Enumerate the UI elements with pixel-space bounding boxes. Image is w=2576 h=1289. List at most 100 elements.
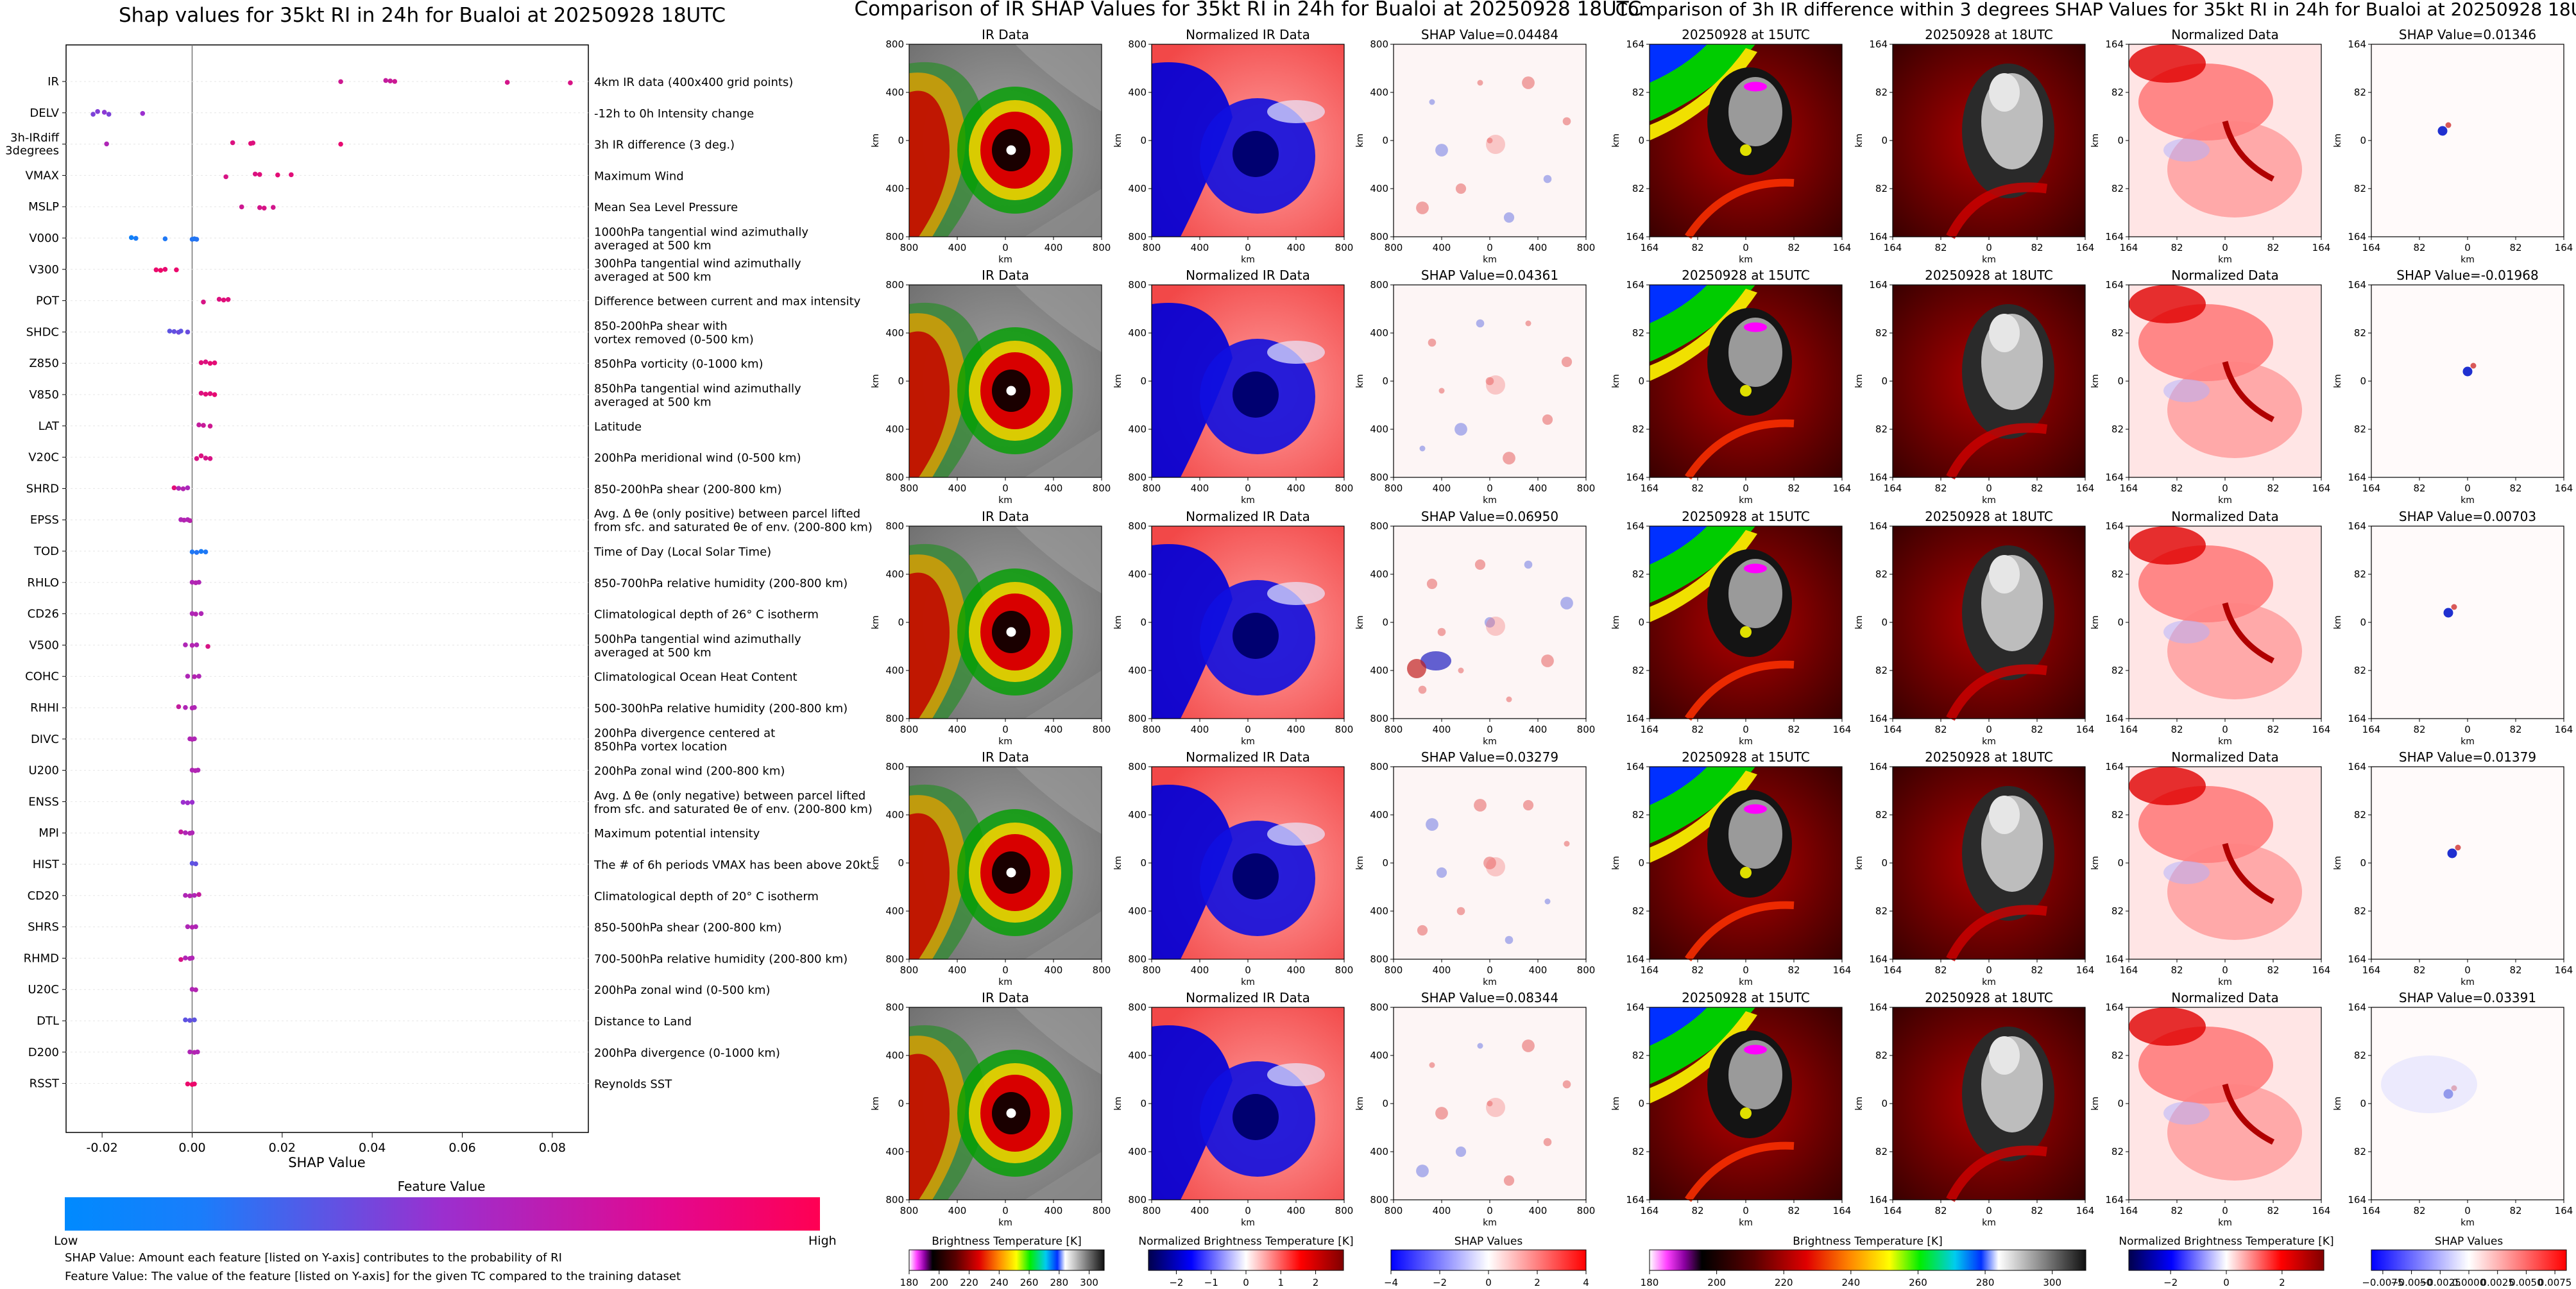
x-tick-label: 164 <box>2120 724 2138 735</box>
feature-description-label: 850hPa tangential wind azimuthally <box>594 382 801 396</box>
colorbar-tick-label: 200 <box>1707 1277 1726 1288</box>
y-tick-label: 0 <box>2360 1098 2366 1109</box>
x-tick-label: 0 <box>2222 242 2228 253</box>
x-tick-label: 82 <box>1934 724 1947 735</box>
y-tick-label: 400 <box>1128 183 1147 194</box>
ir-clear-region <box>1015 526 1102 593</box>
x-tick-label: 82 <box>1691 242 1703 253</box>
y-tick-label: 800 <box>1370 953 1388 965</box>
shap-blob <box>1407 659 1426 678</box>
x-tick-label: 164 <box>2120 964 2138 976</box>
x-axis-label: km <box>998 255 1012 265</box>
ir-clear-region <box>1015 285 1102 352</box>
y-tick-label: 800 <box>885 713 904 724</box>
shap-hotspot <box>2451 604 2457 610</box>
shap-point <box>257 172 262 177</box>
normalized-warm <box>2129 44 2206 83</box>
panel-title: Normalized IR Data <box>1186 509 1310 524</box>
shap-point <box>171 329 177 334</box>
shap-point <box>250 141 256 146</box>
x-axis-label: km <box>1982 737 1996 747</box>
panel-title: SHAP Value=0.00703 <box>2399 509 2536 524</box>
shap-point <box>192 674 197 679</box>
shap-point <box>183 642 188 647</box>
shap-point <box>185 924 191 930</box>
colorbar-tick-label: −0.0075 <box>2362 1277 2403 1288</box>
shap-point <box>212 360 218 366</box>
map-panel: SHAP Value=0.013461641648282008282164164… <box>2333 27 2573 265</box>
y-tick-label: 400 <box>1370 809 1388 821</box>
shap-map-background <box>1394 44 1586 237</box>
feature-code-label: MPI <box>38 826 59 840</box>
shap-blob <box>1458 667 1464 674</box>
x-tick-label: 164 <box>2555 482 2573 494</box>
shap-point <box>187 518 192 524</box>
shap-blob <box>1417 925 1428 936</box>
bt-warm-region <box>1650 285 1707 323</box>
shap-blob <box>1426 818 1438 831</box>
y-tick-label: 400 <box>1128 327 1147 339</box>
y-tick-label: 164 <box>2348 953 2366 965</box>
y-tick-label: 82 <box>1875 1050 1888 1061</box>
shap-point <box>162 236 168 242</box>
x-tick-label: 82 <box>1691 724 1703 735</box>
shap-blob <box>1485 377 1494 386</box>
bt-cold-cloud <box>1989 796 2020 834</box>
ir-cloud-band <box>909 572 950 719</box>
feature-code-label: DELV <box>30 107 59 120</box>
x-axis-label: km <box>1982 255 1996 265</box>
x-tick-label: 0 <box>1487 242 1493 253</box>
y-tick-label: 82 <box>2111 183 2124 194</box>
shap-blob <box>1420 651 1451 670</box>
ir-clear-region <box>1025 429 1102 477</box>
x-tick-label: 164 <box>2312 964 2331 976</box>
y-axis-label: km <box>2090 1097 2101 1111</box>
feature-code-label: CD20 <box>28 889 59 903</box>
x-tick-label: 400 <box>1529 724 1548 735</box>
shap-point <box>189 579 195 585</box>
shap-point <box>192 704 197 710</box>
x-tick-label: 0 <box>1986 1205 1992 1216</box>
y-axis-label: km <box>1611 1097 1621 1111</box>
shap-blob <box>1456 907 1465 916</box>
x-tick-label: 164 <box>2076 482 2095 494</box>
x-tick-label: 82 <box>1934 1205 1947 1216</box>
y-tick-label: 400 <box>1128 87 1147 98</box>
normalized-cyclone-core <box>1233 1094 1279 1140</box>
x-tick-label: 400 <box>1287 964 1306 976</box>
x-tick-label: 800 <box>1577 482 1596 494</box>
normalized-warm <box>2167 121 2302 218</box>
feature-description-label: Avg. Δ θe (only negative) between parcel… <box>594 789 866 803</box>
y-tick-label: 400 <box>885 665 904 676</box>
y-tick-label: 164 <box>1869 38 1888 50</box>
x-axis-label: km <box>998 495 1012 506</box>
shap-blob <box>1455 1146 1467 1157</box>
x-axis-label: km <box>2461 977 2475 987</box>
bt-eye <box>1740 1107 1752 1119</box>
colorbar-tick-label: 220 <box>1775 1277 1793 1288</box>
shap-blob <box>1435 1107 1448 1120</box>
y-tick-label: 400 <box>885 809 904 821</box>
x-tick-label: 0 <box>1743 242 1749 253</box>
bt-rainband <box>1685 419 1795 480</box>
y-tick-label: 164 <box>2348 520 2366 532</box>
y-tick-label: 82 <box>1632 1050 1644 1061</box>
shap-point <box>189 925 195 930</box>
y-axis-label: km <box>2333 615 2343 629</box>
x-tick-label: 800 <box>900 242 919 253</box>
feature-description-label: 3h IR difference (3 deg.) <box>594 139 735 152</box>
shap-point <box>183 892 188 898</box>
x-tick-label: 164 <box>1884 724 1902 735</box>
y-tick-label: 400 <box>1370 1050 1388 1061</box>
y-tick-label: 82 <box>1632 809 1644 821</box>
y-axis-label: km <box>1854 615 1864 629</box>
y-axis-label: km <box>2090 856 2101 870</box>
feature-code-label: U200 <box>28 764 59 778</box>
feature-description-label: 850-500hPa shear (200-800 km) <box>594 921 781 935</box>
x-tick-label: 0 <box>2222 724 2228 735</box>
x-tick-label: 800 <box>1335 964 1354 976</box>
map-panel: 20250928 at 18UTC1641648282008282164164k… <box>1854 749 2094 987</box>
ir-comparison-title: Comparison of IR SHAP Values for 35kt RI… <box>854 0 1641 21</box>
x-axis-label: km <box>2218 255 2232 265</box>
x-tick-label: 82 <box>1787 724 1800 735</box>
